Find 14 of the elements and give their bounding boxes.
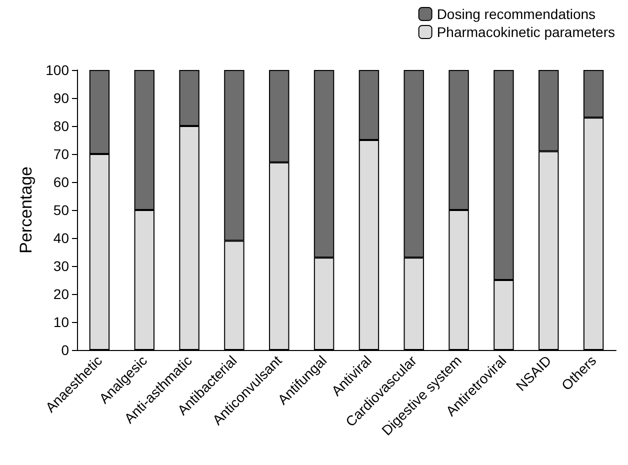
y-tick-label: 10 xyxy=(53,314,70,330)
y-tick-label: 0 xyxy=(61,342,70,358)
y-tick-label: 100 xyxy=(46,62,70,78)
y-tick-label: 40 xyxy=(53,230,70,246)
y-axis-title: Percentage xyxy=(16,166,36,254)
y-tick-label: 20 xyxy=(53,286,70,302)
y-tick-label: 60 xyxy=(53,174,70,190)
legend-label: Pharmacokinetic parameters xyxy=(436,24,615,40)
y-tick-label: 80 xyxy=(53,118,70,134)
y-tick-label: 50 xyxy=(53,202,70,218)
legend-label: Dosing recommendations xyxy=(436,6,596,22)
y-tick-label: 30 xyxy=(53,258,70,274)
y-tick-label: 70 xyxy=(53,146,70,162)
y-tick-label: 90 xyxy=(53,90,70,106)
